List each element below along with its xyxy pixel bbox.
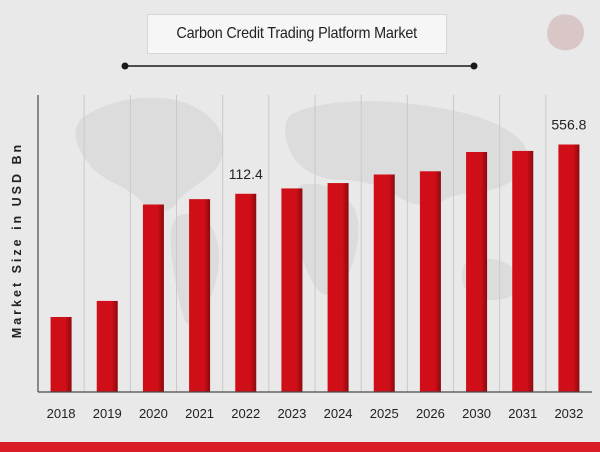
x-tick-label: 2030 (462, 406, 491, 421)
bar-2024 (327, 183, 349, 392)
chart-title-box: Carbon Credit Trading Platform Market (147, 14, 447, 54)
x-tick-label: 2019 (93, 406, 122, 421)
bar-2031 (512, 150, 534, 392)
bar-2025 (373, 174, 395, 392)
data-label-2032: 556.8 (551, 117, 586, 133)
x-tick-label: 2018 (47, 406, 76, 421)
x-tick-label: 2023 (277, 406, 306, 421)
x-tick-label: 2031 (508, 406, 537, 421)
title-underline-left-dot (121, 62, 129, 70)
x-tick-label: 2025 (370, 406, 399, 421)
x-tick-label: 2022 (231, 406, 260, 421)
x-tick-label: 2020 (139, 406, 168, 421)
bar-2030 (466, 152, 488, 392)
x-tick-label: 2024 (324, 406, 353, 421)
bar-2019 (96, 300, 118, 392)
chart-title: Carbon Credit Trading Platform Market (176, 25, 418, 42)
bar-2021 (189, 199, 211, 392)
bar-2020 (142, 204, 164, 392)
bottom-accent-band (0, 442, 600, 452)
x-tick-label: 2026 (416, 406, 445, 421)
x-tick-label: 2021 (185, 406, 214, 421)
bar-2018 (50, 317, 72, 392)
bar-2032 (558, 144, 580, 392)
data-label-2022: 112.4 (229, 166, 263, 182)
bar-2026 (419, 171, 441, 392)
bar-2022 (235, 193, 257, 392)
title-underline-right-dot (470, 62, 478, 70)
x-tick-label: 2032 (554, 406, 583, 421)
bar-2023 (281, 188, 303, 392)
